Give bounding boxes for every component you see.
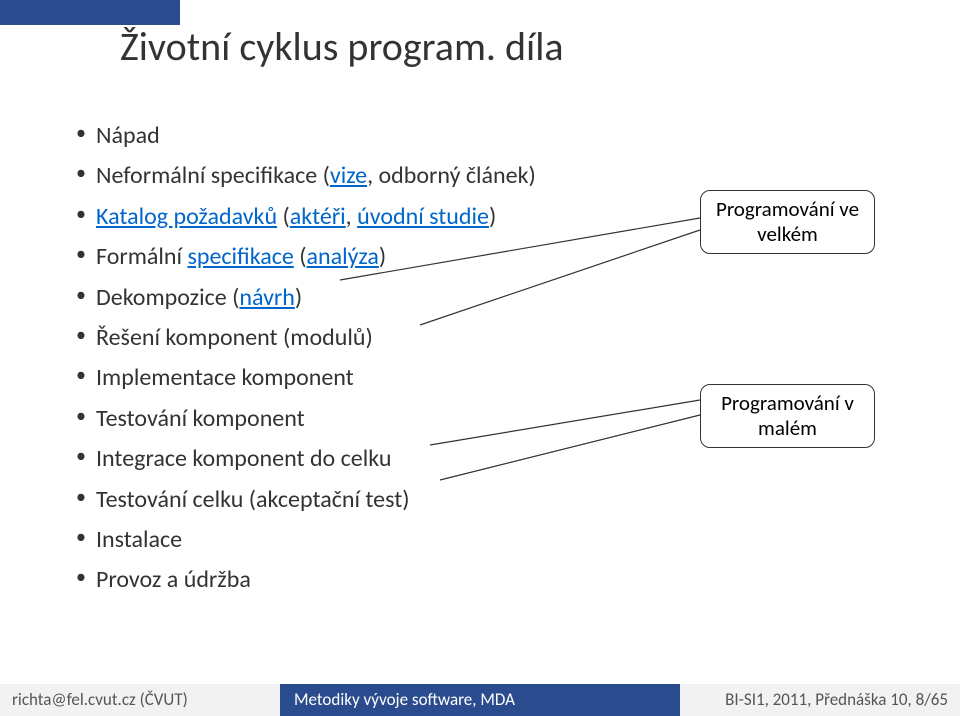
bullet-text: Dekompozice ( (96, 283, 239, 312)
bullet-text: ) (379, 242, 386, 271)
footer-center: Metodiky vývoje software, MDA (280, 684, 680, 716)
link-text: specifikace (187, 242, 293, 271)
bullet-text: Testování celku (akceptační test) (96, 485, 410, 514)
bullet-text: ( (277, 202, 290, 231)
bullet-text: Formální (96, 242, 187, 271)
callout-line: velkém (757, 221, 818, 247)
callout-line: Programování v (721, 390, 854, 416)
link-text: Katalog požadavků (96, 202, 277, 231)
bullet-item: Nápad (70, 120, 590, 152)
bullet-text: Řešení komponent (modulů) (96, 323, 373, 352)
bullet-item: Implementace komponent (70, 362, 590, 394)
bullet-text: ) (295, 283, 302, 312)
bullet-item: Formální specifikace (analýza) (70, 241, 590, 273)
link-text: aktéři (290, 202, 346, 231)
bullet-item: Integrace komponent do celku (70, 443, 590, 475)
slide-title: Životní cyklus program. díla (120, 22, 564, 71)
bullet-text: , (346, 202, 357, 231)
bullet-item: Katalog požadavků (aktéři, úvodní studie… (70, 201, 590, 233)
bullet-text: Implementace komponent (96, 363, 354, 392)
link-text: návrh (239, 283, 295, 312)
bullet-text: ( (294, 242, 307, 271)
footer-right: BI-SI1, 2011, Přednáška 10, 8/65 (680, 684, 960, 716)
bullet-item: Testování komponent (70, 403, 590, 435)
callout-small-programming: Programování v malém (700, 384, 875, 448)
bullet-item: Instalace (70, 524, 590, 556)
bullet-list: Nápad Neformální specifikace (vize, odbo… (70, 120, 590, 605)
bullet-text: Instalace (96, 525, 182, 554)
footer: richta@fel.cvut.cz (ČVUT) Metodiky vývoj… (0, 684, 960, 716)
bullet-item: Neformální specifikace (vize, odborný čl… (70, 160, 590, 192)
link-text: analýza (307, 242, 379, 271)
bullet-text: ) (489, 202, 496, 231)
bullet-text: Provoz a údržba (96, 565, 251, 594)
callout-large-programming: Programování ve velkém (700, 190, 875, 254)
callout-line: malém (758, 415, 817, 441)
bullet-text: Integrace komponent do celku (96, 444, 391, 473)
bullet-text: , odborný článek) (367, 161, 536, 190)
bullet-item: Provoz a údržba (70, 564, 590, 596)
footer-left: richta@fel.cvut.cz (ČVUT) (0, 684, 280, 716)
bullet-item: Testování celku (akceptační test) (70, 484, 590, 516)
link-text: vize (330, 161, 367, 190)
bullet-text: Neformální specifikace ( (96, 161, 330, 190)
bullet-item: Řešení komponent (modulů) (70, 322, 590, 354)
callout-line: Programování ve (716, 196, 859, 222)
bullet-text: Nápad (96, 121, 160, 150)
link-text: úvodní studie (357, 202, 489, 231)
bullet-item: Dekompozice (návrh) (70, 282, 590, 314)
bullet-text: Testování komponent (96, 404, 305, 433)
